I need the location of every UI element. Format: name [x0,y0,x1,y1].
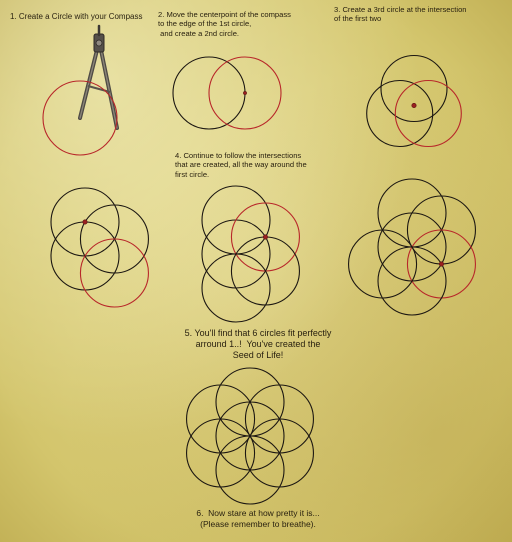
circle-step2-second [208,56,282,130]
step4b-petal-circle-4 [201,253,271,323]
step4a-intersection-point [82,219,88,225]
compass-icon [78,24,119,130]
step4a-petal-circle-2 [79,204,149,274]
step4b-intersection-point [262,234,268,240]
circle-step3-b [366,79,434,148]
step4c-petal-circle-5 [348,229,418,299]
seed-of-life-petal-circle-5 [186,418,256,488]
step4a-petal-circle-3 [79,238,149,308]
step-2-caption: 2. Move the centerpoint of the compass t… [158,10,291,38]
circle-step1 [42,80,118,156]
step4c-intersection-point [438,261,444,267]
circle-step3-c [394,79,462,148]
step-1-caption: 1. Create a Circle with your Compass [10,12,143,21]
point-step2-center [243,91,247,95]
point-step3-intersection [411,103,417,109]
step-6-caption: 6. Now stare at how pretty it is... (Ple… [196,508,320,529]
step-4-caption: 4. Continue to follow the intersections … [175,151,307,179]
step-5-caption: 5. You'll find that 6 circles fit perfec… [184,328,332,360]
step-3-caption: 3. Create a 3rd circle at the intersecti… [334,5,467,24]
seed-of-life-petal-circle-6 [186,384,256,454]
circle-step3-a [380,54,448,123]
